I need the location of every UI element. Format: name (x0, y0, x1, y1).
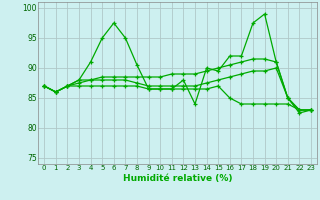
X-axis label: Humidité relative (%): Humidité relative (%) (123, 174, 232, 183)
